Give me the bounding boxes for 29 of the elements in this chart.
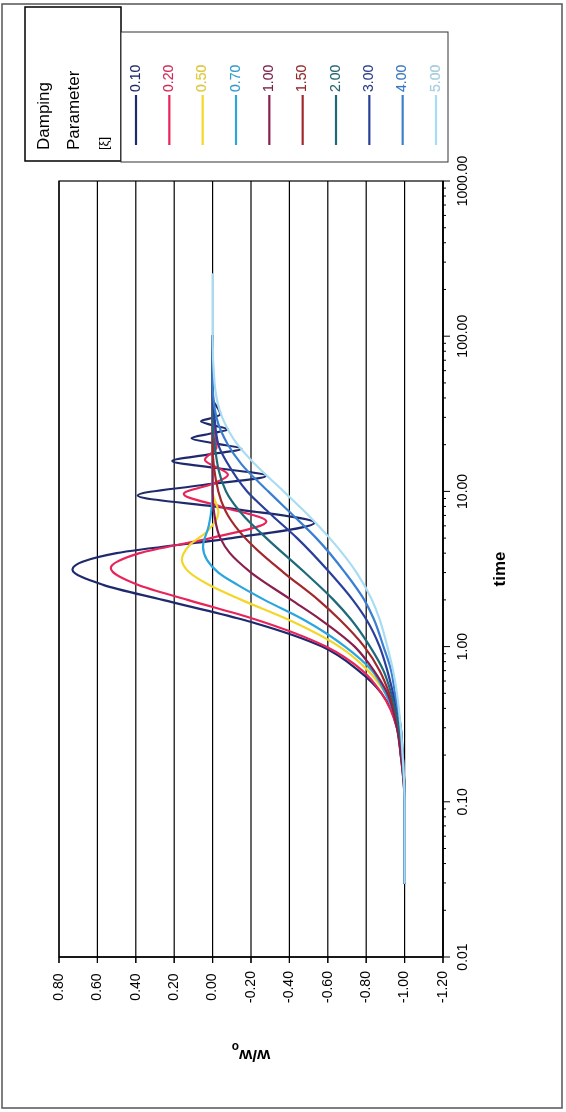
y-tick-label: 10.00 [454, 473, 470, 509]
text: 0.20 [160, 64, 177, 92]
y-tick-label: 0.10 [454, 787, 470, 816]
text: 2.00 [326, 64, 343, 92]
x-tick-label: -0.80 [356, 970, 373, 1003]
x-tick-label: 0.40 [126, 973, 143, 1001]
x-tick-label: 0.80 [49, 973, 66, 1001]
text: 4.00 [393, 64, 410, 92]
x-tick-label: -1.00 [395, 970, 412, 1003]
y-tick-label: 100.00 [454, 314, 470, 358]
x-tick-label: 0.60 [88, 973, 105, 1001]
text: 0.70 [226, 64, 243, 92]
x-tick-label: -0.60 [318, 970, 335, 1003]
text: 1.00 [260, 64, 277, 92]
y-axis-title: time [490, 551, 509, 587]
x-tick-label: -0.40 [280, 970, 297, 1003]
y-tick-label: 1000.00 [454, 155, 470, 207]
text: 0.50 [193, 64, 210, 92]
x-tick-label: -1.20 [433, 970, 450, 1003]
legend-title: Damping Parameter [ξ] [34, 70, 112, 150]
text: 5.00 [426, 64, 443, 92]
x-tick-label: 0.20 [164, 973, 181, 1001]
y-tick-label: 1.00 [454, 632, 470, 661]
y-tick-label: 0.01 [454, 943, 470, 971]
text: 1.50 [293, 64, 310, 92]
text: 0.10 [126, 64, 143, 92]
x-tick-label: 0.00 [203, 973, 220, 1001]
text: 3.00 [360, 64, 377, 92]
x-tick-label: -0.20 [241, 970, 258, 1003]
